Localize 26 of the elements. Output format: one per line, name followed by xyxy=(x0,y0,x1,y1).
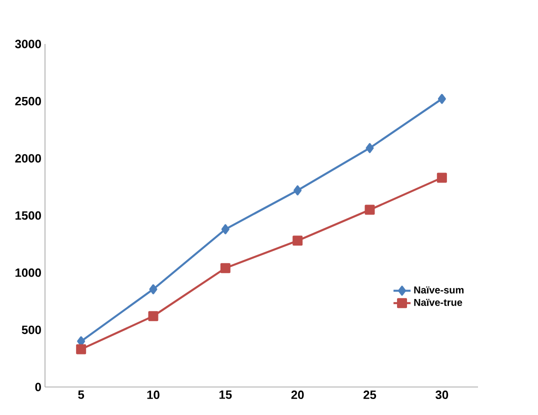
y-tick-label: 1000 xyxy=(16,268,41,277)
y-tick-label: 2500 xyxy=(15,96,41,106)
point xyxy=(436,172,447,183)
point xyxy=(221,224,230,234)
y-tick-label: 500 xyxy=(22,326,41,334)
y-tick-label: 0 xyxy=(35,382,41,392)
x-tick-label: 25 xyxy=(364,390,376,400)
point xyxy=(76,344,86,354)
point xyxy=(438,94,446,104)
legend-label: Naïve-true xyxy=(414,298,462,306)
point xyxy=(148,311,158,322)
y-tick-label: 2000 xyxy=(15,154,41,163)
x-tick-label: 5 xyxy=(78,390,84,399)
x-tick-label: 30 xyxy=(436,390,448,400)
point xyxy=(292,236,303,246)
y-tick-label: 3000 xyxy=(15,40,41,48)
x-tick-label: 20 xyxy=(291,390,304,400)
point xyxy=(364,204,375,215)
point xyxy=(294,185,302,196)
point xyxy=(220,263,230,274)
x-tick-label: 15 xyxy=(219,390,232,399)
point xyxy=(366,143,374,154)
point xyxy=(149,284,158,294)
x-tick-label: 10 xyxy=(147,390,160,400)
y-tick-label: 1500 xyxy=(16,211,41,220)
legend-label: Naïve-sum xyxy=(414,286,464,294)
